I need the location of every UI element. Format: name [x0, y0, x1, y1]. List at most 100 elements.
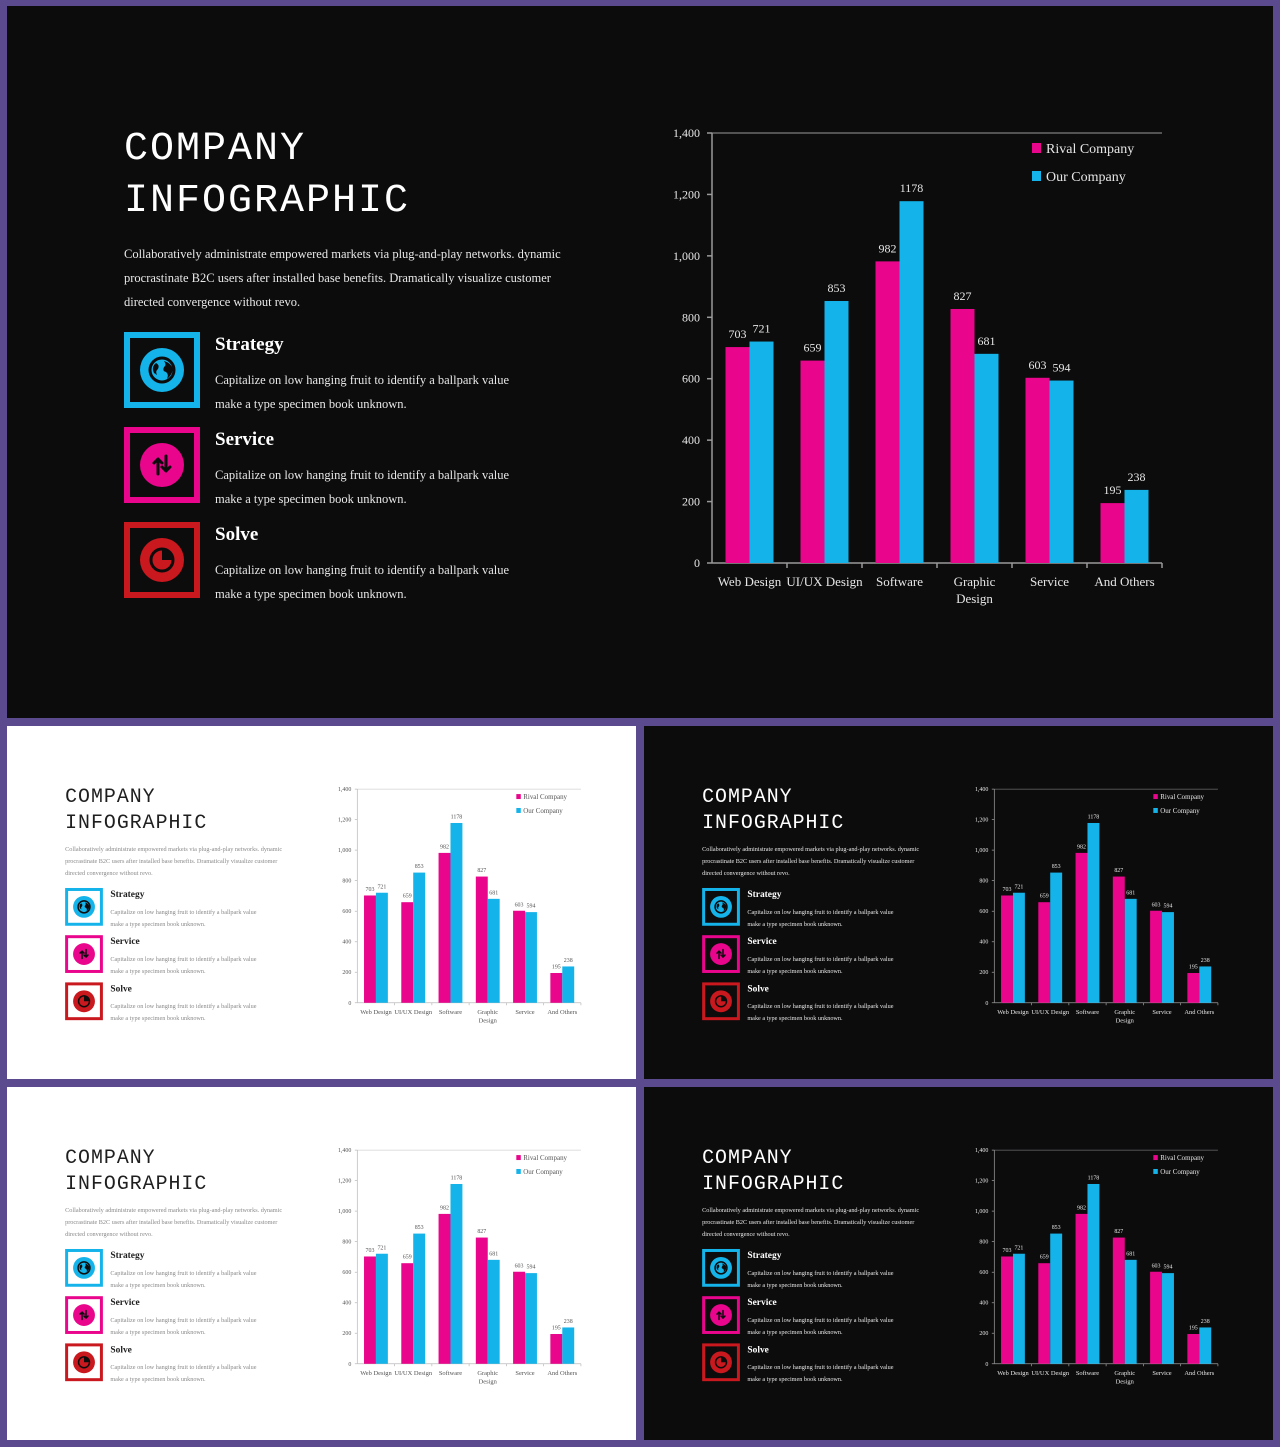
feature-desc: Capitalize on low hanging fruit to ident…: [110, 1269, 257, 1289]
feature-title: Service: [110, 936, 140, 947]
y-tick-label: 600: [342, 1270, 351, 1276]
description-text: Collaboratively administrate empowered m…: [702, 1206, 920, 1238]
data-label: 603: [1029, 358, 1047, 372]
feature-title: Strategy: [215, 334, 284, 355]
y-tick-label: 800: [342, 879, 351, 885]
globe-icon: [73, 895, 95, 918]
feature-desc: Capitalize on low hanging fruit to ident…: [215, 468, 510, 506]
x-tick-label-line: UI/UX Design: [1031, 1009, 1070, 1016]
up-down-arrows-icon: [710, 943, 732, 966]
bar: [1162, 912, 1174, 1003]
title-line: INFOGRAPHIC: [702, 811, 845, 835]
legend-label: Rival Company: [1160, 1154, 1204, 1162]
data-label: 681: [489, 890, 498, 896]
x-tick-label: And Others: [1094, 574, 1154, 589]
description-text: Collaboratively administrate empowered m…: [65, 845, 283, 877]
slide-thumbnail-light-1[interactable]: COMPANY INFOGRAPHIC Collaboratively admi…: [7, 726, 636, 1079]
x-tick-label-line: Web Design: [718, 574, 782, 589]
title-line: INFOGRAPHIC: [65, 1172, 208, 1196]
x-tick-label: Software: [1076, 1370, 1099, 1377]
slide-content: COMPANY INFOGRAPHIC Collaboratively admi…: [644, 726, 1273, 1079]
feature-title: Service: [747, 1297, 777, 1308]
bar: [550, 973, 563, 1003]
x-tick-label: Graphic Design: [477, 1009, 498, 1024]
x-tick-label: Service: [1152, 1009, 1171, 1016]
slide-thumbnail-light-2[interactable]: COMPANY INFOGRAPHIC Collaboratively admi…: [7, 1087, 636, 1440]
bar: [1012, 1253, 1025, 1364]
feature-icon-frame: [65, 887, 103, 926]
x-tick-label: Software: [1076, 1009, 1099, 1016]
bar: [749, 341, 774, 563]
y-tick-label: 600: [979, 1270, 988, 1276]
x-tick-label-line: UI/UX Design: [394, 1009, 433, 1016]
data-label: 681: [978, 334, 996, 348]
x-tick-label-line: Design: [1116, 1379, 1135, 1386]
feature-solve: Solve Capitalize on low hanging fruit to…: [124, 522, 544, 602]
bar: [950, 308, 975, 563]
up-down-arrows-icon: [73, 1304, 95, 1327]
x-tick-label-line: Software: [439, 1370, 462, 1377]
feature-icon-frame: [124, 427, 200, 503]
x-tick-label: Service: [515, 1009, 534, 1016]
y-tick-label: 1,200: [338, 818, 351, 824]
up-down-arrows-icon: [710, 1304, 732, 1327]
bar: [487, 898, 500, 1003]
y-tick-label: 0: [348, 1362, 351, 1368]
legend-swatch: [1032, 143, 1041, 153]
bar: [1038, 1263, 1051, 1364]
x-tick-label: Graphic Design: [477, 1370, 498, 1385]
legend-label: Our Company: [523, 1168, 563, 1176]
feature-solve: Solve Capitalize on low hanging fruit to…: [65, 1343, 274, 1383]
title-line: COMPANY: [124, 127, 307, 172]
slide-content: COMPANY INFOGRAPHIC Collaboratively admi…: [7, 726, 636, 1079]
data-label: 703: [1003, 887, 1012, 893]
bar: [375, 1253, 388, 1364]
data-label: 195: [1189, 965, 1198, 971]
bar: [364, 895, 376, 1003]
data-label: 703: [366, 887, 375, 893]
data-label: 681: [1126, 1251, 1135, 1257]
bar-chart: 0 200 400 600 800 1,000 1,200 1,400 703 721 Web De…: [975, 787, 1219, 1025]
data-label: 195: [552, 1326, 561, 1332]
bar: [375, 892, 388, 1003]
bar: [562, 1327, 575, 1364]
feature-icon-frame: [65, 982, 103, 1021]
x-tick-label-line: Graphic: [954, 574, 996, 589]
y-tick-label: 800: [979, 1240, 988, 1246]
bar: [1050, 1233, 1063, 1364]
bar: [450, 1183, 463, 1364]
pie-icon: [710, 990, 732, 1013]
bar: [413, 1233, 426, 1364]
title-line: COMPANY: [65, 1147, 156, 1170]
feature-title: Strategy: [747, 1249, 782, 1261]
bar: [525, 912, 537, 1003]
title-line: INFOGRAPHIC: [124, 179, 411, 224]
y-tick-label: 400: [979, 1301, 988, 1307]
feature-title: Solve: [110, 983, 132, 994]
data-label: 659: [403, 894, 412, 900]
slide-thumbnail-dark-2[interactable]: COMPANY INFOGRAPHIC Collaboratively admi…: [644, 1087, 1273, 1440]
data-label: 603: [515, 1263, 524, 1269]
bar: [401, 1263, 414, 1364]
bar: [1075, 1213, 1088, 1364]
feature-desc: Capitalize on low hanging fruit to ident…: [110, 1363, 257, 1383]
data-label: 603: [515, 902, 524, 908]
data-label: 827: [477, 868, 486, 874]
feature-title: Service: [110, 1297, 140, 1308]
x-tick-label-line: Design: [1116, 1018, 1135, 1025]
bar: [1187, 1334, 1200, 1364]
legend-label: Our Company: [523, 807, 563, 815]
feature-desc: Capitalize on low hanging fruit to ident…: [747, 1269, 894, 1289]
bar: [875, 261, 900, 563]
feature-icon-frame: [702, 982, 740, 1021]
globe-icon: [140, 348, 184, 392]
slide-thumbnail-dark-1[interactable]: COMPANY INFOGRAPHIC Collaboratively admi…: [644, 726, 1273, 1079]
data-label: 721: [753, 322, 771, 336]
data-label: 827: [1114, 1229, 1123, 1235]
x-tick-label-line: Design: [479, 1379, 498, 1386]
bar: [1049, 380, 1074, 563]
legend-swatch: [516, 1155, 521, 1161]
bar: [725, 347, 750, 563]
feature-title: Solve: [747, 1344, 769, 1355]
x-tick-label-line: And Others: [1184, 1009, 1214, 1016]
